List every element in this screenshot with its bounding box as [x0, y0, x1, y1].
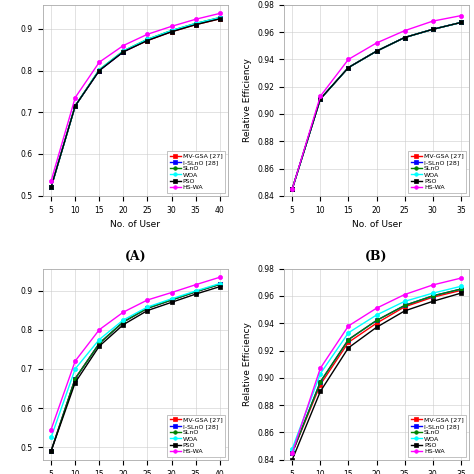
Legend: MV-GSA [27], I-SLnO [28], SLnO, WOA, PSO, HS-WA: MV-GSA [27], I-SLnO [28], SLnO, WOA, PSO…	[408, 151, 466, 193]
Text: (B): (B)	[365, 249, 388, 263]
Legend: MV-GSA [27], I-SLnO [28], SLnO, WOA, PSO, HS-WA: MV-GSA [27], I-SLnO [28], SLnO, WOA, PSO…	[408, 415, 466, 456]
X-axis label: No. of User: No. of User	[352, 220, 401, 229]
X-axis label: No. of User: No. of User	[110, 220, 160, 229]
Legend: MV-GSA [27], I-SLnO [28], SLnO, WOA, PSO, HS-WA: MV-GSA [27], I-SLnO [28], SLnO, WOA, PSO…	[167, 415, 225, 456]
Y-axis label: Relative Efficiency: Relative Efficiency	[243, 322, 252, 406]
Text: (A): (A)	[125, 249, 146, 263]
Y-axis label: Relative Efficiency: Relative Efficiency	[243, 58, 252, 142]
Legend: MV-GSA [27], I-SLnO [28], SLnO, WOA, PSO, HS-WA: MV-GSA [27], I-SLnO [28], SLnO, WOA, PSO…	[167, 151, 225, 193]
